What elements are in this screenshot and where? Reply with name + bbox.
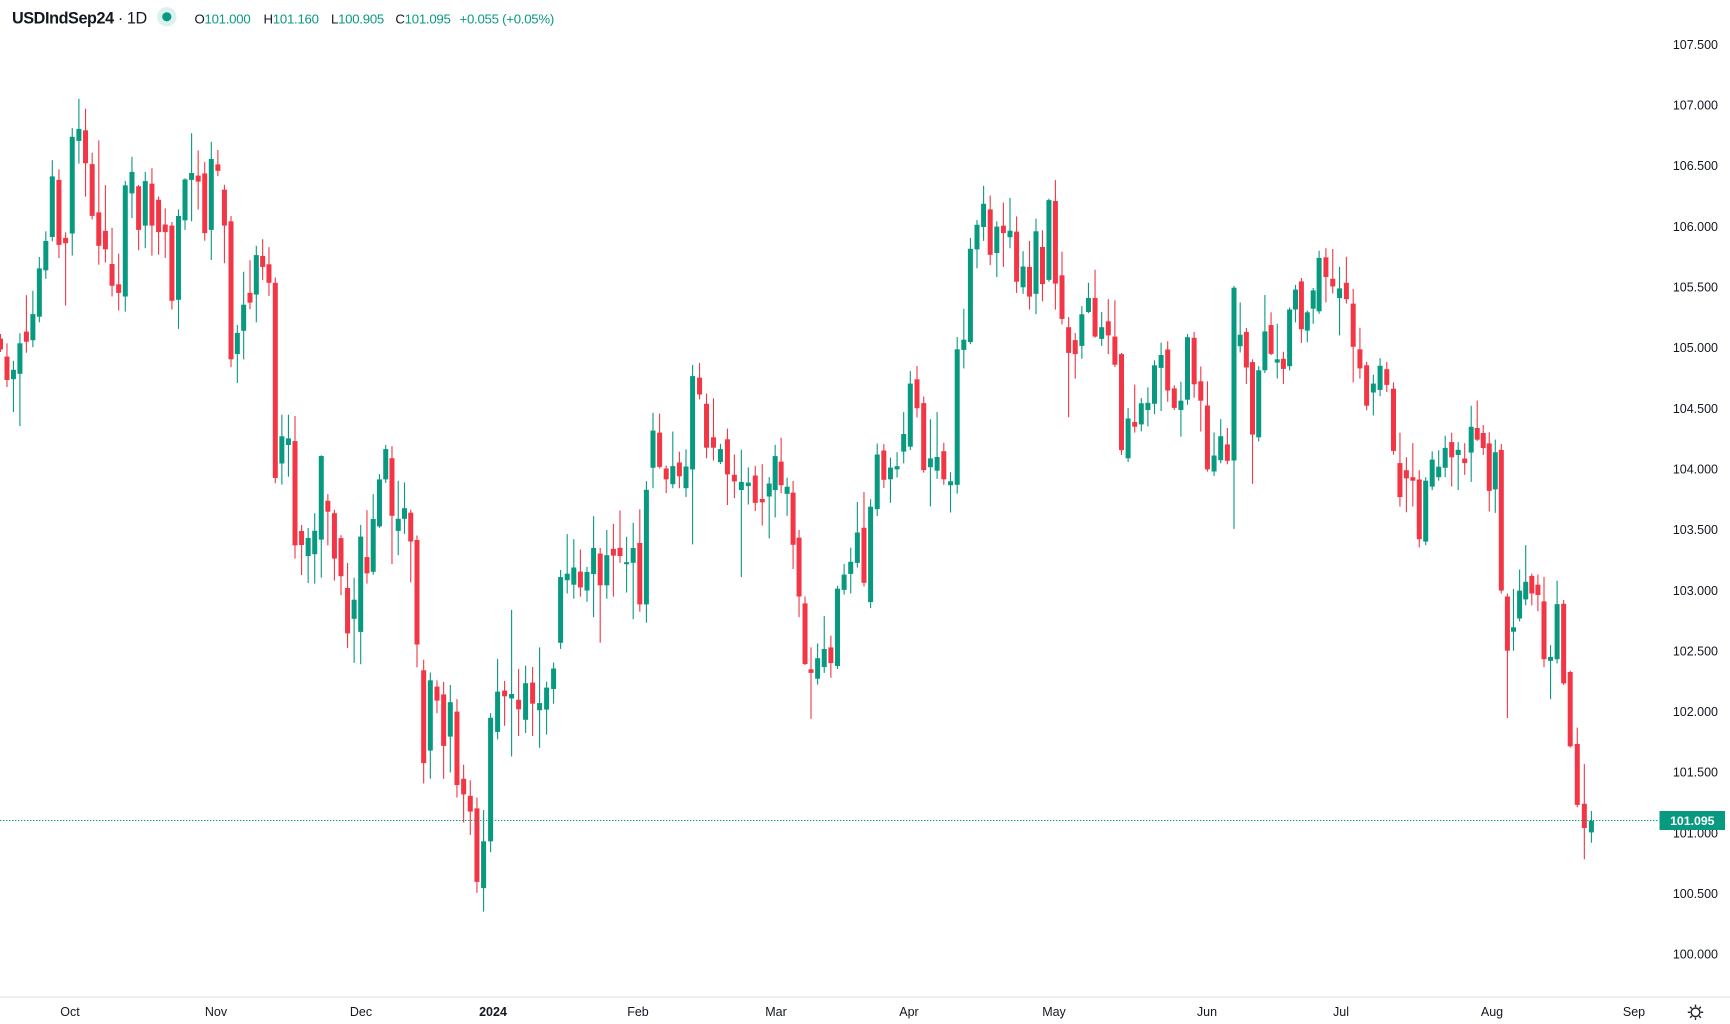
svg-text:Aug: Aug <box>1481 1005 1503 1019</box>
svg-text:Jul: Jul <box>1333 1005 1349 1019</box>
svg-text:Mar: Mar <box>765 1005 787 1019</box>
svg-text:H101.160: H101.160 <box>264 11 319 26</box>
svg-text:105.000: 105.000 <box>1673 341 1718 355</box>
svg-text:103.500: 103.500 <box>1673 523 1718 537</box>
svg-text:101.095: 101.095 <box>1670 814 1715 828</box>
svg-text:USDIndSep24 · 1D: USDIndSep24 · 1D <box>12 10 147 28</box>
svg-text:104.500: 104.500 <box>1673 402 1718 416</box>
svg-text:101.500: 101.500 <box>1673 766 1718 780</box>
svg-text:107.000: 107.000 <box>1673 99 1718 113</box>
svg-text:107.500: 107.500 <box>1673 38 1718 52</box>
svg-text:O101.000: O101.000 <box>195 11 251 26</box>
svg-text:2024: 2024 <box>479 1005 507 1019</box>
svg-text:100.500: 100.500 <box>1673 887 1718 901</box>
svg-text:Sep: Sep <box>1623 1005 1645 1019</box>
svg-text:L100.905: L100.905 <box>331 11 384 26</box>
svg-text:C101.095: C101.095 <box>395 11 450 26</box>
svg-text:Feb: Feb <box>627 1005 649 1019</box>
svg-text:Nov: Nov <box>205 1005 228 1019</box>
svg-text:106.500: 106.500 <box>1673 159 1718 173</box>
svg-text:Apr: Apr <box>899 1005 918 1019</box>
svg-text:Dec: Dec <box>350 1005 372 1019</box>
svg-text:106.000: 106.000 <box>1673 220 1718 234</box>
svg-text:102.500: 102.500 <box>1673 644 1718 658</box>
svg-text:103.000: 103.000 <box>1673 584 1718 598</box>
svg-text:Jun: Jun <box>1197 1005 1217 1019</box>
svg-text:102.000: 102.000 <box>1673 705 1718 719</box>
svg-text:104.000: 104.000 <box>1673 462 1718 476</box>
svg-text:Oct: Oct <box>60 1005 80 1019</box>
svg-text:105.500: 105.500 <box>1673 281 1718 295</box>
svg-text:May: May <box>1042 1005 1066 1019</box>
svg-text:100.000: 100.000 <box>1673 948 1718 962</box>
svg-text:+0.055 (+0.05%): +0.055 (+0.05%) <box>460 11 555 26</box>
